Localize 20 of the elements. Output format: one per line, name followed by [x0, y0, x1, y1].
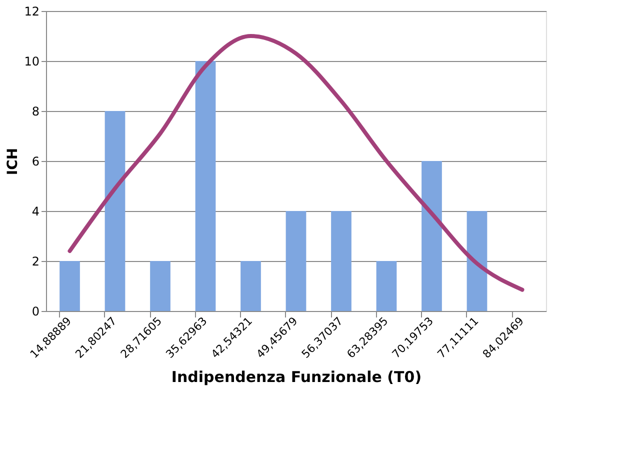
bar — [331, 211, 352, 311]
bar — [150, 261, 170, 311]
bar — [376, 261, 397, 311]
line-series — [68, 34, 524, 292]
y-tick-label: 4 — [32, 204, 40, 218]
y-tick-label: 2 — [32, 254, 40, 268]
bar — [60, 261, 80, 311]
y-tick-label: 0 — [32, 304, 40, 318]
bar — [466, 211, 488, 311]
y-tick-label: 10 — [24, 54, 40, 68]
bar — [240, 261, 261, 311]
y-axis-title: ICH — [5, 148, 22, 176]
bar — [286, 211, 306, 311]
x-axis-title: Indipendenza Funzionale (T0) — [171, 368, 422, 386]
bar — [104, 111, 126, 311]
bar — [422, 161, 442, 311]
y-tick-label: 6 — [32, 154, 40, 168]
y-tick-label: 12 — [24, 4, 40, 18]
y-tick-label: 8 — [32, 104, 40, 118]
bar — [195, 61, 216, 311]
